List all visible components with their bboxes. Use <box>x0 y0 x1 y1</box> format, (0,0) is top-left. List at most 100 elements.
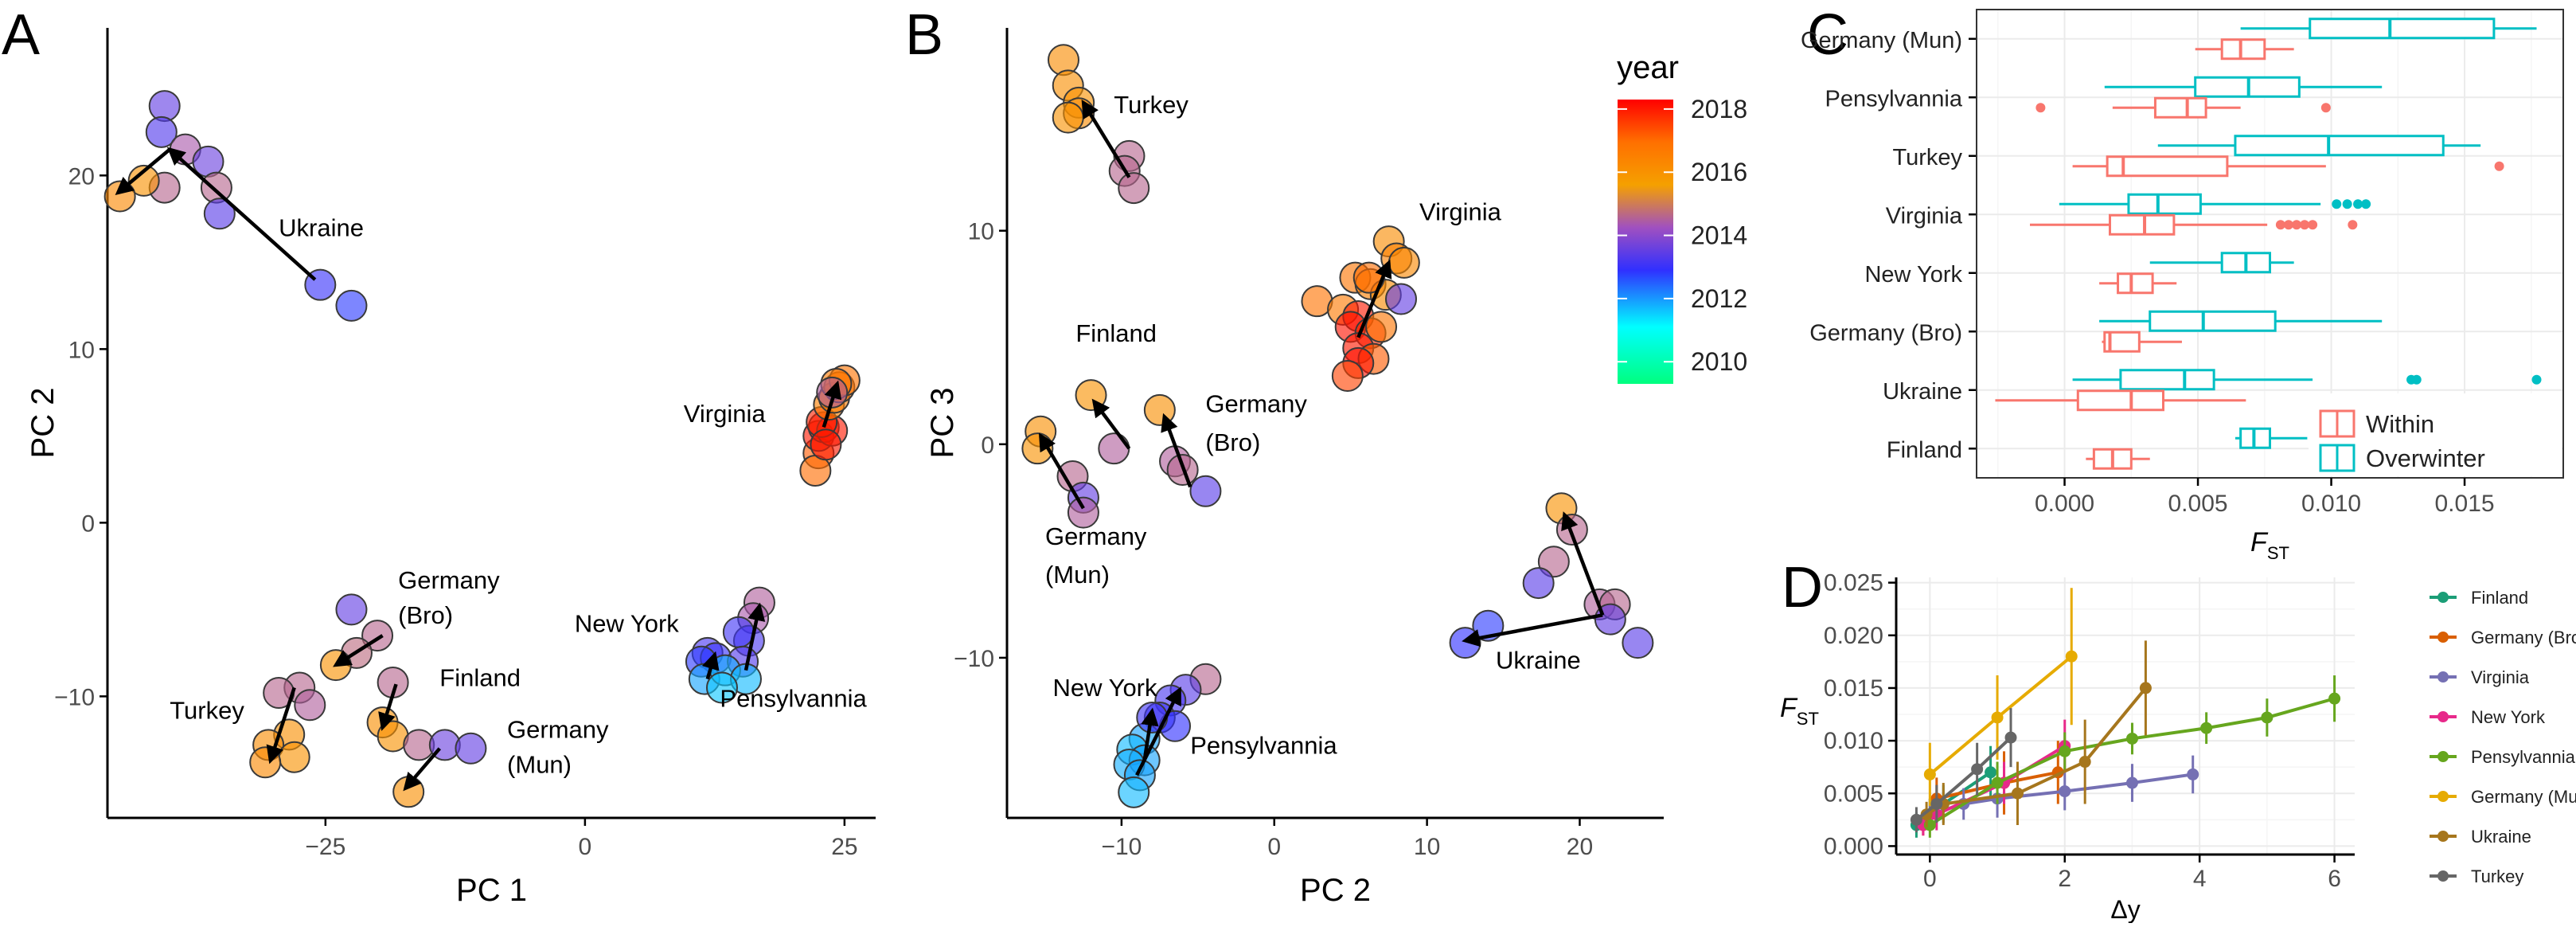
series-point <box>1991 711 2004 724</box>
trajectory-arrow <box>744 602 766 671</box>
trajectory-arrow <box>115 147 171 196</box>
trajectory-arrow <box>1141 707 1159 761</box>
y-axis-subscript: ST <box>1797 709 1819 729</box>
y-axis-title: FST <box>1780 693 1819 729</box>
legend-title: year <box>1617 50 1679 85</box>
x-tick-label: 10 <box>1414 834 1440 860</box>
trajectory-arrow <box>1091 398 1131 450</box>
data-point <box>1365 311 1398 343</box>
colorbar-tick-label: 2014 <box>1691 221 1747 250</box>
x-tick-label: 0.010 <box>2301 491 2361 517</box>
iqr-box <box>2109 213 2176 236</box>
iqr-box <box>2106 155 2229 178</box>
outlier-point <box>2320 103 2331 113</box>
data-point <box>1522 567 1555 600</box>
overwinter-box <box>2072 369 2542 391</box>
data-point <box>294 689 326 722</box>
y-tick-label: 0 <box>81 510 95 537</box>
data-point <box>335 289 368 322</box>
colorbar-tick-label: 2012 <box>1691 284 1747 313</box>
trajectory-arrow <box>1135 686 1181 776</box>
y-tick-label: −10 <box>954 646 994 672</box>
y-tick-label: 0.015 <box>1824 675 1883 702</box>
data-point <box>706 671 738 704</box>
population-label: Pensylvannia <box>1190 732 1337 760</box>
population-label: New York <box>1053 674 1157 702</box>
series-point <box>2328 692 2341 705</box>
line-legend: Finland Germany (Bro) Virginia New York Pens… <box>2430 588 2576 886</box>
series-point <box>2187 768 2199 780</box>
data-point <box>455 732 487 765</box>
series-point <box>1923 768 1936 780</box>
y-tick-label: 0.025 <box>1824 570 1883 596</box>
data-point <box>1388 246 1420 279</box>
outlier-point <box>2494 161 2504 171</box>
trajectory-arrow <box>166 147 317 281</box>
series-point <box>2011 787 2024 800</box>
within-box <box>2030 213 2358 236</box>
trajectory-arrow <box>701 651 720 680</box>
legend-key-point <box>2437 831 2449 842</box>
legend-label: Overwinter <box>2366 444 2485 472</box>
population-label: Germany <box>1205 390 1307 418</box>
trajectory-arrow <box>333 634 384 667</box>
outlier-point <box>2300 220 2310 230</box>
data-point <box>1143 393 1176 426</box>
x-axis-title: PC 1 <box>456 873 527 908</box>
data-point <box>103 180 136 213</box>
data-point <box>1331 360 1364 393</box>
data-point <box>1075 379 1107 412</box>
panel-letter: A <box>2 3 40 67</box>
y-tick-label: 0.005 <box>1824 780 1883 807</box>
series-point <box>2200 722 2213 734</box>
legend-key-point <box>2437 632 2449 643</box>
series-point <box>1971 763 1984 776</box>
population-label: Ukraine <box>1496 646 1581 674</box>
data-point <box>1555 514 1588 546</box>
x-tick-label: 0.000 <box>2035 491 2094 517</box>
legend-label: Within <box>2366 410 2434 438</box>
x-tick-label: 0 <box>1923 866 1937 892</box>
series-ukraine <box>1920 640 2152 827</box>
within-box <box>1995 389 2246 412</box>
data-point <box>249 746 282 779</box>
population-label: Pensylvannia <box>720 684 867 712</box>
panel-b: B −10 0 10 20 −10 0 10 PC 2 PC 3 Turkey Virginia Fin… <box>905 3 1747 908</box>
x-tick-label: 0 <box>579 834 592 860</box>
y-tick-label: 20 <box>68 163 95 190</box>
category-label: Germany (Mun) <box>1801 28 1962 53</box>
category-label: Ukraine <box>1883 379 1962 405</box>
x-tick-label: 0.005 <box>2168 491 2228 517</box>
x-axis-title: Δy <box>2110 895 2140 923</box>
panel-d: D 0 2 4 6 0.000 0.005 0.010 0.015 0.020 0.025 Δy FST… <box>1780 556 2576 924</box>
iqr-box <box>2309 18 2496 40</box>
trajectory-arrow <box>1081 100 1131 178</box>
trajectory-arrow <box>1462 613 1603 647</box>
series-point <box>2139 682 2152 694</box>
series-turkey <box>1910 708 2017 833</box>
x-tick-label: 20 <box>1567 834 1593 860</box>
iqr-box <box>2127 193 2202 215</box>
trajectory-arrow <box>378 683 398 731</box>
population-label: (Mun) <box>1045 561 1110 589</box>
data-point <box>1052 101 1084 134</box>
overwinter-box <box>2104 76 2383 98</box>
outlier-point <box>2411 374 2422 385</box>
x-tick-label: −25 <box>305 834 345 860</box>
trajectory-arrow <box>1356 259 1392 338</box>
within-box <box>2072 155 2504 178</box>
overwinter-box <box>2240 18 2537 40</box>
legend-key-point <box>2437 592 2449 603</box>
colorbar-tick-label: 2010 <box>1691 347 1747 376</box>
x-tick-label: −10 <box>1101 834 1142 860</box>
legend-label: Turkey <box>2471 866 2523 886</box>
series-point <box>2065 650 2078 663</box>
iqr-box <box>2119 369 2215 391</box>
trajectory-arrows <box>115 147 842 792</box>
legend-key-point <box>2437 711 2449 722</box>
iqr-box <box>2076 389 2165 412</box>
legend-label: Finland <box>2471 588 2528 608</box>
series-point <box>2004 731 2017 744</box>
category-label: Finland <box>1887 437 1962 463</box>
